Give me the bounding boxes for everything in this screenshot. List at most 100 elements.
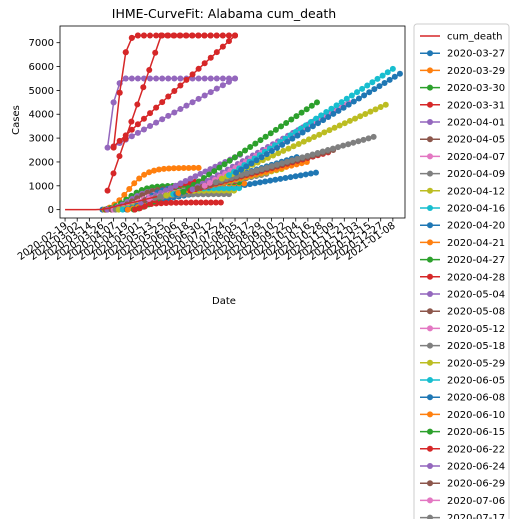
legend-marker-2020-03-31 bbox=[427, 101, 433, 108]
series-point-2020-07-17-31 bbox=[370, 133, 377, 140]
forecast-point-0-3-2 bbox=[134, 75, 141, 82]
forecast-point-0-3-5 bbox=[153, 75, 160, 82]
y-tick-label-1000: 1000 bbox=[29, 181, 54, 192]
series-point-2020-08-06-1 bbox=[238, 166, 245, 173]
legend-label-2020-06-24: 2020-06-24 bbox=[447, 462, 505, 473]
forecast-point-4-1-6 bbox=[195, 32, 202, 39]
forecast-point-1-0-10 bbox=[171, 109, 178, 116]
series-point-2020-06-10-0 bbox=[175, 189, 182, 196]
forecast-point-0-3-14 bbox=[207, 75, 214, 82]
series-point-2020-07-23-11 bbox=[275, 150, 282, 157]
forecast-point-4-1-3 bbox=[176, 32, 183, 39]
series-point-2020-07-17-19 bbox=[309, 151, 316, 158]
series-point-2020-06-15-15 bbox=[257, 137, 264, 144]
forecast-point-4-0-6 bbox=[140, 84, 147, 91]
forecast-point-0-3-9 bbox=[177, 75, 184, 82]
forecast-point-4-0-7 bbox=[146, 66, 153, 73]
series-point-2020-07-30-32 bbox=[389, 65, 396, 72]
series-point-2020-05-29-0 bbox=[163, 192, 170, 199]
series-point-2020-07-17-25 bbox=[340, 142, 347, 149]
series-point-2020-07-23-19 bbox=[316, 131, 323, 138]
series-point-2020-03-27-40 bbox=[302, 171, 309, 178]
y-tick-label-7000: 7000 bbox=[29, 38, 54, 49]
series-point-2020-07-30-19 bbox=[323, 109, 330, 116]
legend-label-2020-03-30: 2020-03-30 bbox=[447, 83, 505, 94]
series-point-2020-03-31-12 bbox=[163, 199, 170, 206]
series-point-2020-08-06-18 bbox=[325, 114, 332, 121]
forecast-point-3-0-11 bbox=[177, 82, 184, 89]
y-axis-label: Cases bbox=[11, 105, 22, 135]
series-point-2020-08-06-14 bbox=[304, 126, 311, 133]
series-point-2020-06-15-12 bbox=[242, 147, 249, 154]
legend-marker-2020-03-27 bbox=[427, 50, 433, 57]
series-point-2020-08-06-5 bbox=[258, 154, 265, 161]
forecast-point-0-3-0 bbox=[122, 75, 129, 82]
series-point-2020-07-17-28 bbox=[355, 138, 362, 145]
forecast-point-1-0-16 bbox=[207, 89, 214, 96]
series-point-2020-06-24-0 bbox=[189, 186, 196, 193]
legend-label-2020-06-22: 2020-06-22 bbox=[447, 444, 505, 455]
legend-marker-2020-03-30 bbox=[427, 84, 433, 91]
series-point-2020-03-29-19 bbox=[195, 164, 202, 171]
forecast-point-3-0-5 bbox=[140, 115, 147, 122]
series-point-2020-08-06-29 bbox=[381, 79, 388, 86]
forecast-point-4-0-3 bbox=[122, 135, 129, 142]
series-point-2020-07-17-10 bbox=[263, 164, 270, 171]
legend-label-2020-06-29: 2020-06-29 bbox=[447, 479, 505, 490]
forecast-point-1-0-3 bbox=[128, 133, 135, 140]
forecast-point-4-1-9 bbox=[213, 32, 220, 39]
series-point-2020-07-23-29 bbox=[367, 108, 374, 115]
series-point-2020-05-04-11 bbox=[192, 173, 199, 180]
series-point-2020-03-29-6 bbox=[131, 180, 138, 187]
series-point-2020-07-17-9 bbox=[258, 166, 265, 173]
legend-box bbox=[413, 23, 510, 519]
series-point-2020-08-06-13 bbox=[299, 129, 306, 136]
series-point-2020-06-15-8 bbox=[221, 161, 228, 168]
forecast-point-1-0-17 bbox=[213, 85, 220, 92]
forecast-point-1-0-18 bbox=[219, 82, 226, 89]
series-point-2020-05-04-10 bbox=[187, 175, 194, 182]
series-point-2020-03-31-23 bbox=[217, 199, 224, 206]
forecast-point-3-0-12 bbox=[183, 76, 190, 83]
forecast-point-1-0-11 bbox=[177, 106, 184, 113]
y-tick-label-3000: 3000 bbox=[29, 134, 54, 145]
series-point-2020-03-31-19 bbox=[197, 199, 204, 206]
series-point-2020-08-06-19 bbox=[330, 110, 337, 117]
series-point-2020-07-30-31 bbox=[384, 69, 391, 76]
series-point-2020-06-15-24 bbox=[303, 106, 310, 113]
series-point-2020-06-15-26 bbox=[313, 99, 320, 106]
legend-marker-2020-07-06 bbox=[427, 497, 433, 504]
series-point-2020-04-16-21 bbox=[225, 185, 232, 192]
legend-marker-2020-05-04 bbox=[427, 291, 433, 297]
series-point-2020-04-28-3 bbox=[146, 200, 153, 207]
series-point-2020-08-06-27 bbox=[371, 86, 378, 93]
legend-marker-2020-04-27 bbox=[427, 256, 433, 263]
forecast-point-1-0-14 bbox=[195, 95, 202, 102]
forecast-point-1-0-13 bbox=[189, 99, 196, 106]
series-point-2020-07-23-12 bbox=[280, 147, 287, 154]
legend-label-2020-04-05: 2020-04-05 bbox=[447, 135, 505, 146]
legend-marker-2020-04-05 bbox=[427, 136, 433, 143]
legend-marker-2020-06-10 bbox=[427, 411, 433, 418]
series-point-2020-08-06-8 bbox=[274, 144, 281, 151]
legend-marker-2020-04-21 bbox=[427, 239, 433, 246]
series-point-2020-03-27-29 bbox=[246, 181, 253, 188]
series-point-2020-08-06-3 bbox=[248, 160, 255, 167]
legend-marker-2020-06-29 bbox=[427, 480, 433, 487]
series-point-2020-08-06-28 bbox=[376, 83, 383, 90]
forecast-point-3-0-6 bbox=[147, 110, 154, 117]
forecast-point-1-0-20 bbox=[232, 75, 239, 82]
y-tick-label-0: 0 bbox=[48, 205, 54, 216]
series-point-2020-07-17-20 bbox=[314, 149, 321, 156]
series-point-2020-07-17-30 bbox=[365, 135, 372, 142]
forecast-point-4-1-5 bbox=[188, 32, 195, 39]
series-point-2020-03-29-4 bbox=[121, 191, 128, 198]
series-point-2020-07-17-29 bbox=[360, 136, 367, 143]
series-point-2020-07-30-27 bbox=[364, 82, 371, 89]
legend-marker-2020-04-28 bbox=[427, 273, 433, 280]
forecast-point-0-3-4 bbox=[147, 75, 154, 82]
forecast-point-4-1-12 bbox=[232, 32, 239, 39]
series-point-2020-03-29-11 bbox=[155, 166, 162, 173]
series-point-2020-08-06-21 bbox=[340, 104, 347, 111]
series-point-2020-03-29-17 bbox=[185, 164, 192, 171]
